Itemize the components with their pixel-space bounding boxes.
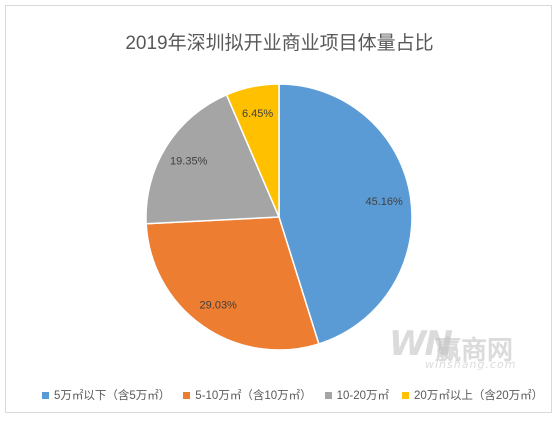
- watermark-brand: 赢商网: [435, 336, 514, 366]
- legend-item-2: 10-20万㎡: [324, 387, 390, 403]
- pie-slice-3: [225, 83, 280, 218]
- legend-label-3: 20万㎡以上（含20万㎡）: [414, 390, 544, 402]
- legend-item-0: 5万㎡以下（含5万㎡）: [42, 387, 170, 403]
- pie-chart: 45.16% 29.03% 19.35% 6.45%: [145, 83, 413, 351]
- chart-title: 2019年深圳拟开业商业项目体量占比: [125, 33, 434, 54]
- legend-item-1: 5-10万㎡（含10万㎡）: [183, 387, 312, 403]
- chart-frame: 2019年深圳拟开业商业项目体量占比 45.16% 29.03% 19.35% 6.4…: [5, 5, 552, 413]
- slice-data-label-0: 45.16%: [366, 196, 404, 208]
- legend-label-2: 10-20万㎡: [336, 390, 390, 402]
- watermark-url: winshang.com: [425, 358, 517, 371]
- slice-data-label-1: 29.03%: [200, 299, 238, 311]
- slice-data-label-3: 6.45%: [242, 108, 273, 120]
- legend-swatch-2: [324, 391, 332, 399]
- pie-slice-2: [145, 93, 281, 225]
- legend-swatch-1: [183, 391, 191, 399]
- pie-slice-0: [278, 83, 413, 345]
- watermark: WN 赢商网 winshang.com: [389, 324, 539, 374]
- watermark-logo: WN: [389, 324, 453, 364]
- legend-label-1: 5-10万㎡（含10万㎡）: [195, 390, 312, 402]
- legend-item-3: 20万㎡以上（含20万㎡）: [402, 387, 543, 403]
- legend-swatch-3: [402, 391, 410, 399]
- legend-swatch-0: [42, 391, 49, 399]
- chart-legend: 5万㎡以下（含5万㎡） 5-10万㎡（含10万㎡） 10-20万㎡ 20万㎡以上（含2…: [42, 387, 556, 403]
- pie-slice-1: [145, 216, 320, 351]
- legend-label-0: 5万㎡以下（含5万㎡）: [54, 390, 171, 402]
- slice-data-label-2: 19.35%: [170, 156, 208, 168]
